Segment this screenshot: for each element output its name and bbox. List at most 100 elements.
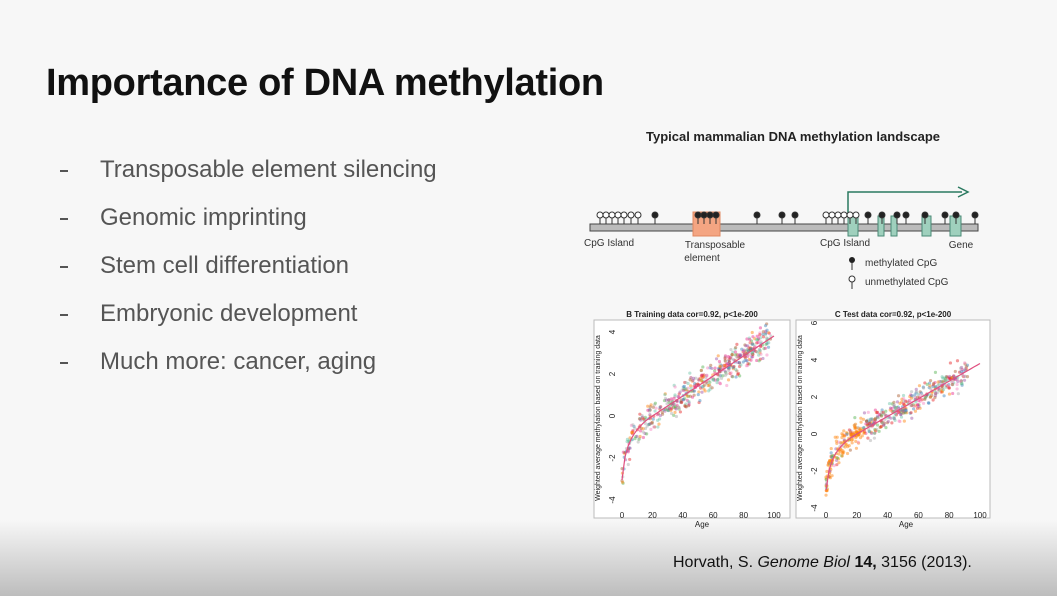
plot-title: C Test data cor=0.92, p<1e-200 (835, 310, 952, 319)
scatter-dot (834, 456, 839, 460)
scatter-dot (758, 326, 763, 330)
scatter-dot (864, 431, 868, 435)
scatter-dot (901, 393, 906, 398)
scatter-dot (898, 409, 902, 413)
scatter-dot (663, 392, 667, 396)
scatter-dot (950, 382, 954, 387)
scatter-dot (894, 413, 898, 417)
scatter-dot (913, 393, 917, 397)
scatter-dot (682, 387, 686, 391)
scatter-dot (896, 394, 901, 398)
scatter-dot (945, 384, 949, 388)
scatter-dot (767, 331, 771, 336)
scatter-dot (909, 393, 913, 397)
scatter-dot (723, 369, 727, 373)
y-tick-label: 2 (810, 394, 819, 399)
scatter-dot (900, 408, 905, 413)
scatter-dot (845, 432, 849, 436)
scatter-dot (940, 387, 944, 391)
scatter-dot (897, 419, 901, 423)
scatter-dot (653, 401, 657, 405)
scatter-dot (854, 426, 858, 430)
bullet-text: Embryonic development (100, 300, 358, 327)
scatter-dot (942, 376, 946, 380)
scatter-dot (925, 382, 929, 386)
scatter-dot (913, 404, 918, 408)
scatter-dot (640, 413, 644, 418)
dash (60, 266, 68, 268)
scatter-dot (909, 390, 914, 394)
scatter-dot (853, 422, 858, 426)
scatter-dot (708, 387, 712, 391)
scatter-dot (866, 423, 870, 427)
scatter-dot (830, 455, 834, 459)
scatter-dot (829, 454, 833, 458)
scatter-dot (763, 329, 768, 334)
scatter-dot (748, 352, 752, 357)
scatter-dot (702, 373, 706, 377)
slide-title: Importance of DNA methylation (46, 62, 604, 104)
scatter-dot (677, 392, 681, 396)
scatter-dot (718, 364, 722, 369)
scatter-dot (879, 424, 884, 429)
scatter-dot (667, 407, 672, 411)
scatter-dot (757, 347, 761, 352)
scatter-dot (735, 342, 739, 346)
scatter-dot (650, 420, 654, 425)
unmethylated-cpg (846, 211, 854, 219)
scatter-dot (941, 376, 945, 380)
scatter-dot (673, 410, 677, 414)
scatter-dot (956, 379, 960, 383)
methylated-cpg (971, 211, 979, 219)
scatter-dot (687, 403, 691, 407)
x-tick-label: 100 (973, 511, 987, 520)
scatter-dot (704, 373, 709, 378)
scatter-dot (669, 397, 673, 401)
scatter-dot (675, 403, 679, 407)
scatter-dot (917, 399, 921, 403)
trend-line (621, 335, 775, 480)
scatter-dot (828, 476, 832, 480)
scatter-dot (950, 376, 954, 380)
scatter-dot (632, 424, 636, 429)
scatter-dot (734, 367, 738, 372)
scatter-dot (736, 371, 741, 376)
scatter-dot (923, 396, 927, 401)
scatter-dot (763, 329, 768, 333)
scatter-dot (683, 380, 687, 385)
scatter-dot (847, 444, 851, 448)
scatter-dot (660, 412, 665, 416)
scatter-dot (651, 405, 655, 409)
scatter-dot (828, 459, 832, 463)
scatter-dot (697, 378, 701, 382)
scatter-dot (696, 392, 700, 397)
scatter-dot (672, 413, 676, 417)
unmethylated-cpg (627, 211, 635, 219)
citation-author: Horvath, S. (673, 554, 754, 571)
scatter-dot (620, 480, 625, 484)
methylated-cpg (651, 211, 659, 219)
scatter-dot (955, 359, 960, 363)
scatter-dot (914, 396, 918, 400)
scatter-dot (710, 377, 714, 381)
scatter-dot (849, 438, 854, 442)
scatter-dot (755, 341, 759, 345)
scatter-dot (752, 343, 756, 347)
scatter-dot (692, 393, 696, 397)
scatter-dot (732, 358, 736, 362)
scatter-dot (947, 377, 951, 381)
scatter-dot (763, 346, 768, 350)
scatter-dot (738, 354, 742, 358)
unmethylated-cpg (634, 211, 642, 219)
scatter-dot (956, 392, 960, 396)
scatter-dot (940, 386, 944, 390)
scatter-dot (641, 427, 645, 431)
scatter-dot (832, 464, 836, 468)
x-axis-label: Age (695, 520, 710, 529)
scatter-dot (860, 434, 864, 438)
scatter-dot (868, 438, 873, 443)
scatter-dot (746, 354, 750, 359)
scatter-dot (865, 423, 869, 427)
scatter-dot (841, 433, 845, 437)
scatter-dot (856, 425, 860, 430)
